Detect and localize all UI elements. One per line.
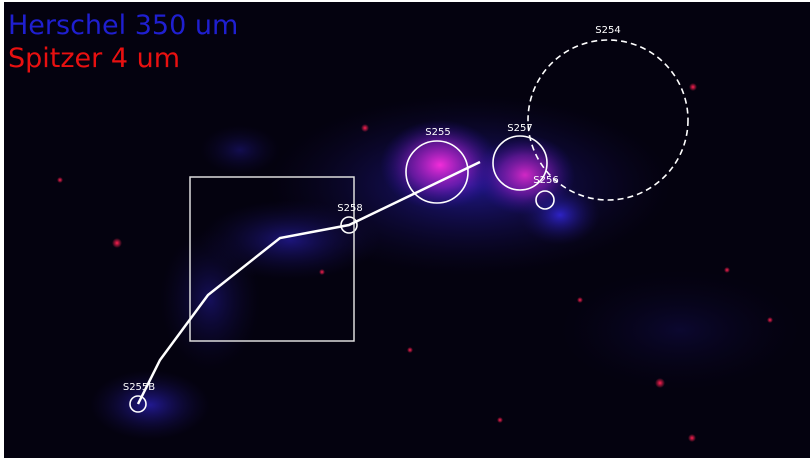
region-label: S255 bbox=[425, 127, 450, 138]
region-label: S257 bbox=[507, 123, 532, 134]
region-label: S254 bbox=[595, 25, 620, 36]
legend-herschel: Herschel 350 um bbox=[8, 10, 238, 41]
region-label: S255B bbox=[123, 382, 155, 393]
region-label: S258 bbox=[337, 203, 362, 214]
sky-image: S254 S255 S257 S256 S258 S255B Herschel … bbox=[0, 0, 812, 460]
legend-spitzer: Spitzer 4 um bbox=[8, 43, 180, 74]
region-label: S256 bbox=[533, 175, 558, 186]
